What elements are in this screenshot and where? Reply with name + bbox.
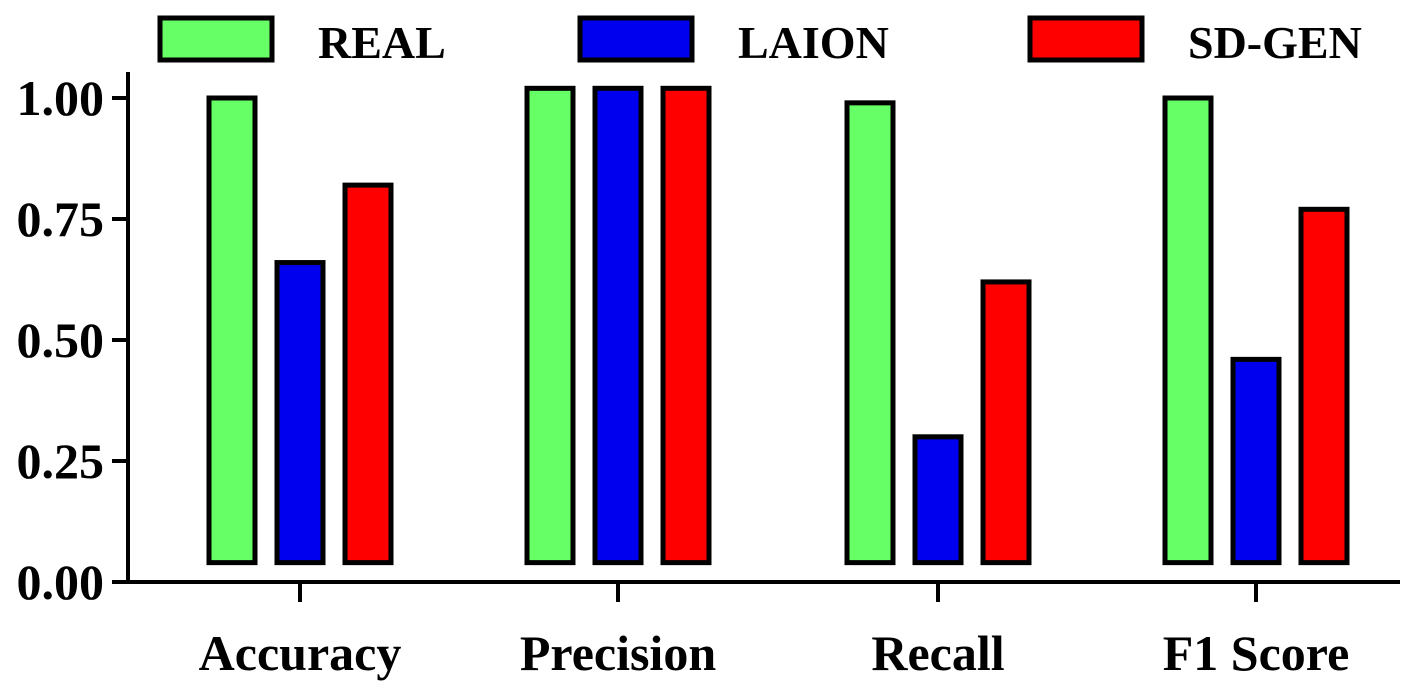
x-tick-label-precision: Precision [520, 625, 716, 681]
x-axis-ticks: Accuracy Precision Recall F1 Score [199, 582, 1350, 681]
legend-swatch-laion [577, 15, 695, 63]
y-tick-label-0: 0.00 [17, 554, 105, 610]
bar-real-accuracy [206, 95, 258, 566]
x-tick-label-recall: Recall [871, 625, 1004, 681]
legend-label-real: REAL [318, 17, 446, 68]
bar-sd-gen-f1-score [1298, 206, 1350, 566]
bar-sd-gen-precision [660, 85, 712, 566]
y-tick-label-3: 0.75 [17, 191, 105, 247]
x-tick-label-accuracy: Accuracy [199, 625, 402, 681]
x-tick-label-f1-score: F1 Score [1163, 625, 1350, 681]
bar-sd-gen-accuracy [342, 182, 394, 566]
y-tick-label-4: 1.00 [17, 70, 105, 126]
legend-label-sd-gen: SD-GEN [1188, 17, 1362, 68]
bar-real-recall [844, 100, 896, 566]
legend-label-laion: LAION [738, 17, 889, 68]
y-tick-label-2: 0.50 [17, 312, 105, 368]
bars [206, 85, 1350, 566]
axes [126, 72, 1400, 584]
legend: REAL LAION SD-GEN [157, 15, 1362, 68]
bar-sd-gen-recall [980, 279, 1032, 566]
bar-laion-f1-score [1230, 356, 1282, 566]
bar-real-f1-score [1162, 95, 1214, 566]
legend-swatch-real [157, 15, 275, 63]
legend-swatch-sd-gen [1027, 15, 1145, 63]
bar-real-precision [524, 85, 576, 566]
bar-laion-recall [912, 434, 964, 566]
bar-laion-accuracy [274, 260, 326, 566]
y-axis-ticks: 0.00 0.25 0.50 0.75 1.00 [17, 70, 128, 610]
y-tick-label-1: 0.25 [17, 433, 105, 489]
bar-laion-precision [592, 85, 644, 566]
